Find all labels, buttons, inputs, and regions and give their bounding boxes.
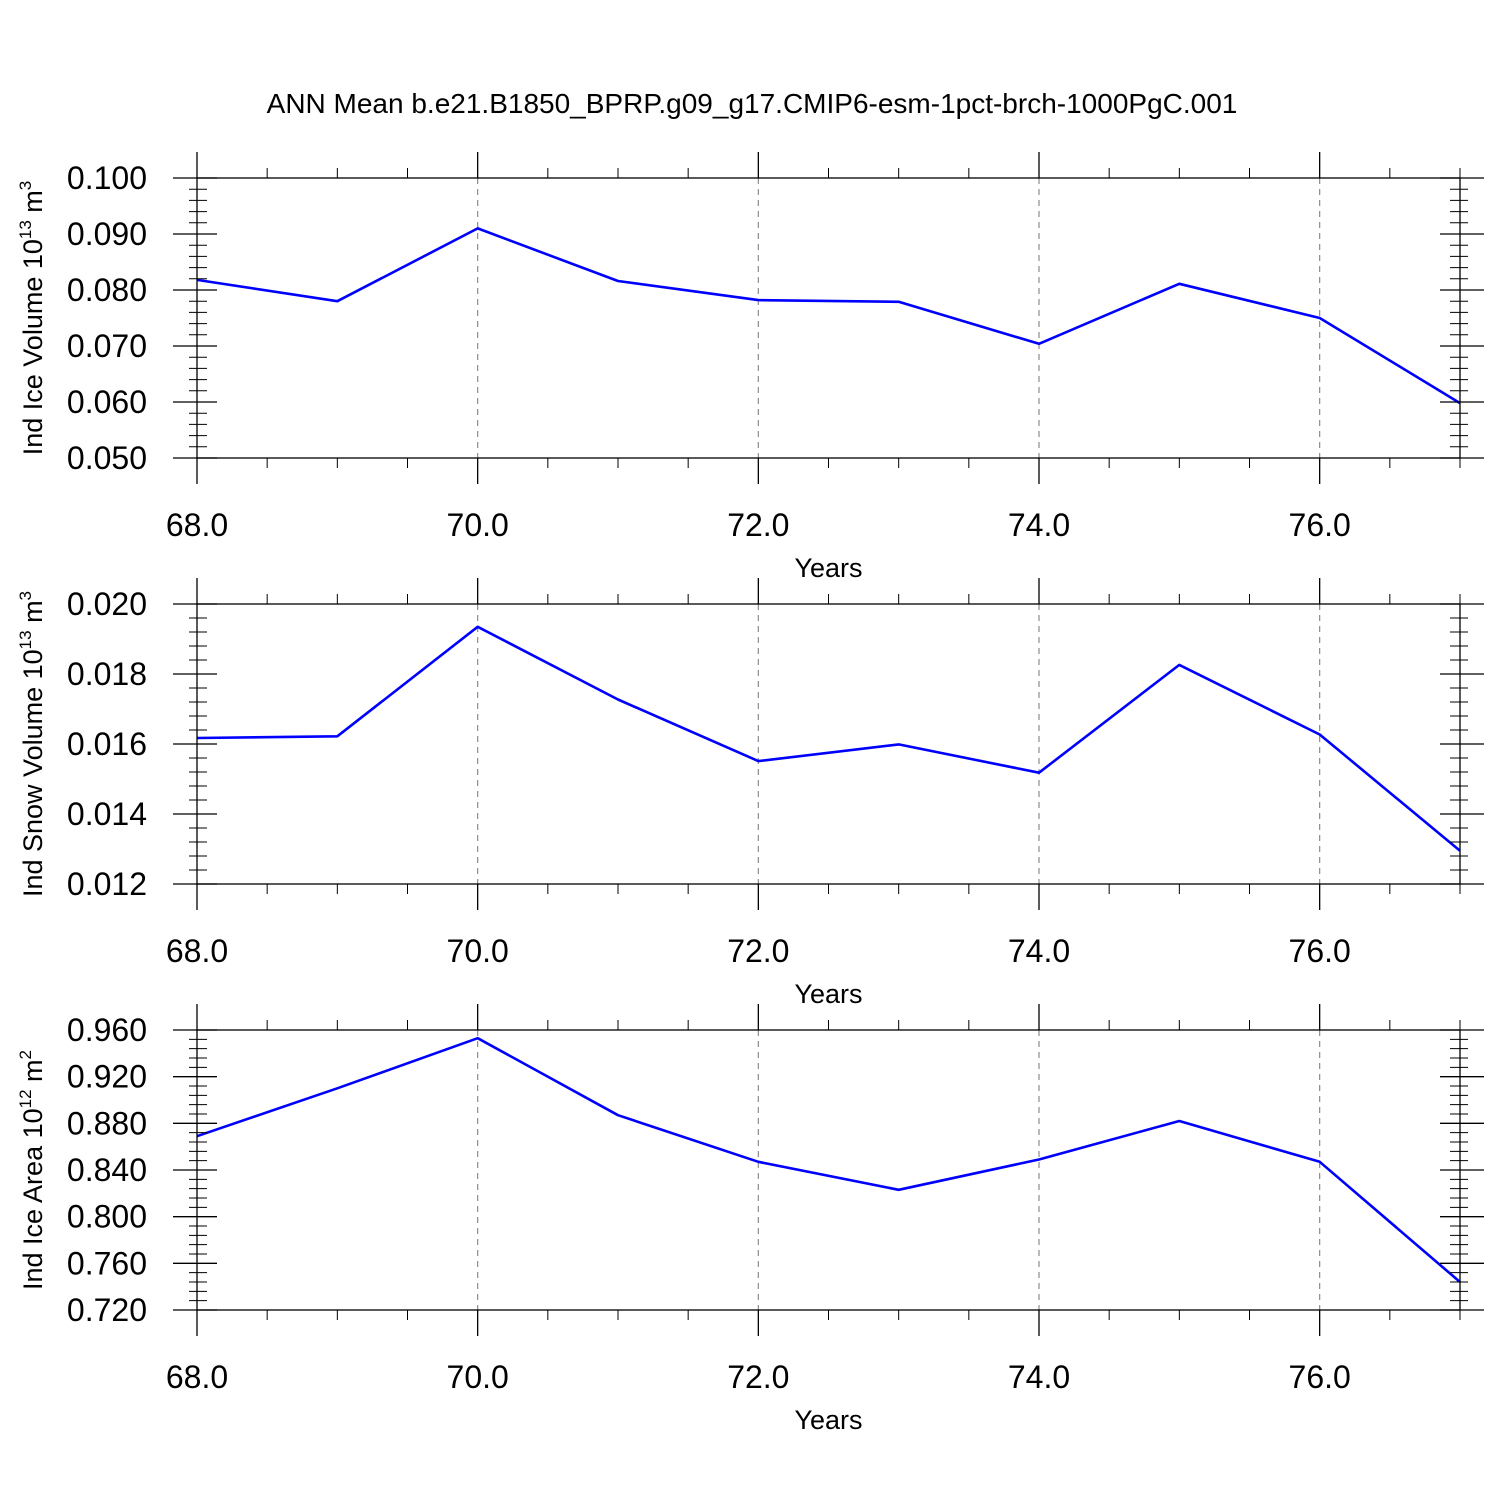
y-axis-label: Ind Ice Area 1012 m2 — [16, 1050, 48, 1290]
x-tick-label: 70.0 — [447, 933, 509, 969]
x-axis-label: Years — [794, 1405, 862, 1435]
y-tick-label: 0.880 — [67, 1105, 147, 1141]
series-line — [196, 1036, 1461, 1283]
panel-ice-area: 68.0 70.0 72.0 74.0 76.0 0.720 0.760 0.800 0.840… — [16, 1004, 1484, 1435]
x-axis-label: Years — [794, 553, 862, 583]
y-tick-label: 0.080 — [67, 272, 147, 308]
y-tick-label: 0.720 — [67, 1292, 147, 1328]
y-tick-label: 0.090 — [67, 216, 147, 252]
y-tick-label: 0.060 — [67, 384, 147, 420]
y-tick-label: 0.070 — [67, 328, 147, 364]
figure-title: ANN Mean b.e21.B1850_BPRP.g09_g17.CMIP6-… — [267, 88, 1238, 119]
series-line — [196, 227, 1461, 405]
y-tick-label: 0.760 — [67, 1245, 147, 1281]
x-tick-label: 68.0 — [166, 1359, 228, 1395]
y-tick-label: 0.016 — [67, 726, 147, 762]
y-tick-label: 0.840 — [67, 1152, 147, 1188]
x-tick-label: 72.0 — [727, 933, 789, 969]
y-axis-label: Ind Ice Volume 1013 m3 — [16, 181, 48, 456]
y-tick-label: 0.012 — [67, 866, 147, 902]
x-tick-label: 70.0 — [447, 507, 509, 543]
x-tick-label: 68.0 — [166, 933, 228, 969]
x-tick-label: 76.0 — [1289, 507, 1351, 543]
series-line — [196, 625, 1461, 852]
plot-frame — [196, 177, 1461, 459]
plot-frame — [196, 603, 1461, 885]
y-tick-label: 0.020 — [67, 586, 147, 622]
x-tick-label: 76.0 — [1289, 933, 1351, 969]
x-tick-label: 72.0 — [727, 1359, 789, 1395]
x-tick-label: 72.0 — [727, 507, 789, 543]
y-tick-label: 0.014 — [67, 796, 147, 832]
x-tick-label: 76.0 — [1289, 1359, 1351, 1395]
x-tick-label: 68.0 — [166, 507, 228, 543]
y-tick-label: 0.018 — [67, 656, 147, 692]
panel-ice-volume: 68.0 70.0 72.0 74.0 76.0 0.050 0.060 0.070 0.080… — [16, 152, 1484, 583]
x-tick-label: 74.0 — [1008, 507, 1070, 543]
y-axis-label: Ind Snow Volume 1013 m3 — [16, 591, 48, 897]
x-axis-label: Years — [794, 979, 862, 1009]
y-tick-label: 0.920 — [67, 1059, 147, 1095]
x-tick-label: 70.0 — [447, 1359, 509, 1395]
y-tick-label: 0.050 — [67, 440, 147, 476]
y-tick-label: 0.960 — [67, 1012, 147, 1048]
y-tick-label: 0.800 — [67, 1199, 147, 1235]
x-tick-label: 74.0 — [1008, 933, 1070, 969]
y-tick-label: 0.100 — [67, 160, 147, 196]
x-tick-label: 74.0 — [1008, 1359, 1070, 1395]
panel-snow-volume: 68.0 70.0 72.0 74.0 76.0 0.012 0.014 0.016 0.018… — [16, 578, 1484, 1009]
